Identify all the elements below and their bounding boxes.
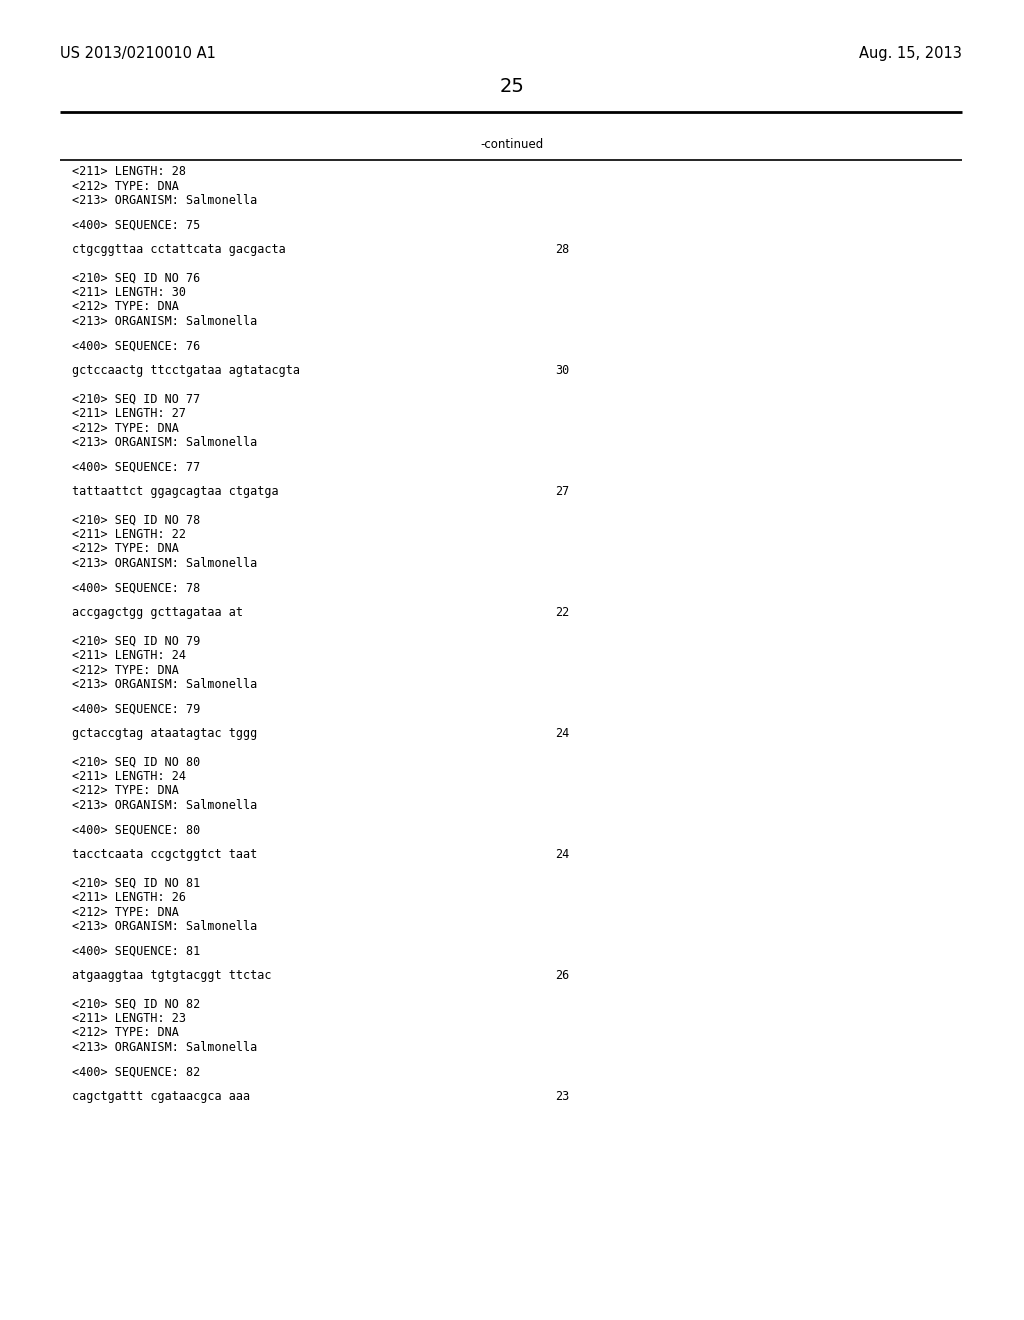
Text: -continued: -continued — [480, 139, 544, 150]
Text: 27: 27 — [555, 484, 569, 498]
Text: <212> TYPE: DNA: <212> TYPE: DNA — [72, 784, 179, 797]
Text: <400> SEQUENCE: 75: <400> SEQUENCE: 75 — [72, 219, 201, 231]
Text: <210> SEQ ID NO 80: <210> SEQ ID NO 80 — [72, 755, 201, 768]
Text: ctgcggttaa cctattcata gacgacta: ctgcggttaa cctattcata gacgacta — [72, 243, 286, 256]
Text: cagctgattt cgataacgca aaa: cagctgattt cgataacgca aaa — [72, 1090, 250, 1104]
Text: 26: 26 — [555, 969, 569, 982]
Text: <212> TYPE: DNA: <212> TYPE: DNA — [72, 421, 179, 434]
Text: <211> LENGTH: 22: <211> LENGTH: 22 — [72, 528, 186, 541]
Text: <400> SEQUENCE: 78: <400> SEQUENCE: 78 — [72, 582, 201, 594]
Text: <213> ORGANISM: Salmonella: <213> ORGANISM: Salmonella — [72, 315, 257, 327]
Text: <211> LENGTH: 24: <211> LENGTH: 24 — [72, 649, 186, 663]
Text: <212> TYPE: DNA: <212> TYPE: DNA — [72, 1027, 179, 1040]
Text: tacctcaata ccgctggtct taat: tacctcaata ccgctggtct taat — [72, 847, 257, 861]
Text: <213> ORGANISM: Salmonella: <213> ORGANISM: Salmonella — [72, 799, 257, 812]
Text: <211> LENGTH: 26: <211> LENGTH: 26 — [72, 891, 186, 904]
Text: accgagctgg gcttagataa at: accgagctgg gcttagataa at — [72, 606, 243, 619]
Text: US 2013/0210010 A1: US 2013/0210010 A1 — [60, 46, 216, 61]
Text: <213> ORGANISM: Salmonella: <213> ORGANISM: Salmonella — [72, 920, 257, 933]
Text: <210> SEQ ID NO 81: <210> SEQ ID NO 81 — [72, 876, 201, 890]
Text: 24: 24 — [555, 847, 569, 861]
Text: <212> TYPE: DNA: <212> TYPE: DNA — [72, 301, 179, 314]
Text: <400> SEQUENCE: 76: <400> SEQUENCE: 76 — [72, 339, 201, 352]
Text: <213> ORGANISM: Salmonella: <213> ORGANISM: Salmonella — [72, 436, 257, 449]
Text: atgaaggtaa tgtgtacggt ttctac: atgaaggtaa tgtgtacggt ttctac — [72, 969, 271, 982]
Text: <211> LENGTH: 28: <211> LENGTH: 28 — [72, 165, 186, 178]
Text: <210> SEQ ID NO 78: <210> SEQ ID NO 78 — [72, 513, 201, 527]
Text: <213> ORGANISM: Salmonella: <213> ORGANISM: Salmonella — [72, 557, 257, 570]
Text: gctaccgtag ataatagtac tggg: gctaccgtag ataatagtac tggg — [72, 727, 257, 741]
Text: <210> SEQ ID NO 77: <210> SEQ ID NO 77 — [72, 392, 201, 405]
Text: <211> LENGTH: 27: <211> LENGTH: 27 — [72, 407, 186, 420]
Text: <400> SEQUENCE: 82: <400> SEQUENCE: 82 — [72, 1065, 201, 1078]
Text: <211> LENGTH: 23: <211> LENGTH: 23 — [72, 1012, 186, 1026]
Text: tattaattct ggagcagtaa ctgatga: tattaattct ggagcagtaa ctgatga — [72, 484, 279, 498]
Text: Aug. 15, 2013: Aug. 15, 2013 — [859, 46, 962, 61]
Text: <211> LENGTH: 30: <211> LENGTH: 30 — [72, 286, 186, 300]
Text: <400> SEQUENCE: 77: <400> SEQUENCE: 77 — [72, 461, 201, 474]
Text: <212> TYPE: DNA: <212> TYPE: DNA — [72, 543, 179, 556]
Text: <213> ORGANISM: Salmonella: <213> ORGANISM: Salmonella — [72, 194, 257, 207]
Text: 22: 22 — [555, 606, 569, 619]
Text: <213> ORGANISM: Salmonella: <213> ORGANISM: Salmonella — [72, 1041, 257, 1053]
Text: 30: 30 — [555, 364, 569, 378]
Text: <212> TYPE: DNA: <212> TYPE: DNA — [72, 180, 179, 193]
Text: <211> LENGTH: 24: <211> LENGTH: 24 — [72, 770, 186, 783]
Text: 25: 25 — [500, 77, 524, 96]
Text: <212> TYPE: DNA: <212> TYPE: DNA — [72, 906, 179, 919]
Text: <212> TYPE: DNA: <212> TYPE: DNA — [72, 664, 179, 676]
Text: <400> SEQUENCE: 81: <400> SEQUENCE: 81 — [72, 945, 201, 957]
Text: gctccaactg ttcctgataa agtatacgta: gctccaactg ttcctgataa agtatacgta — [72, 364, 300, 378]
Text: <210> SEQ ID NO 79: <210> SEQ ID NO 79 — [72, 635, 201, 648]
Text: 28: 28 — [555, 243, 569, 256]
Text: <400> SEQUENCE: 80: <400> SEQUENCE: 80 — [72, 824, 201, 837]
Text: <210> SEQ ID NO 76: <210> SEQ ID NO 76 — [72, 272, 201, 285]
Text: <213> ORGANISM: Salmonella: <213> ORGANISM: Salmonella — [72, 678, 257, 690]
Text: 24: 24 — [555, 727, 569, 741]
Text: <210> SEQ ID NO 82: <210> SEQ ID NO 82 — [72, 998, 201, 1011]
Text: <400> SEQUENCE: 79: <400> SEQUENCE: 79 — [72, 702, 201, 715]
Text: 23: 23 — [555, 1090, 569, 1104]
